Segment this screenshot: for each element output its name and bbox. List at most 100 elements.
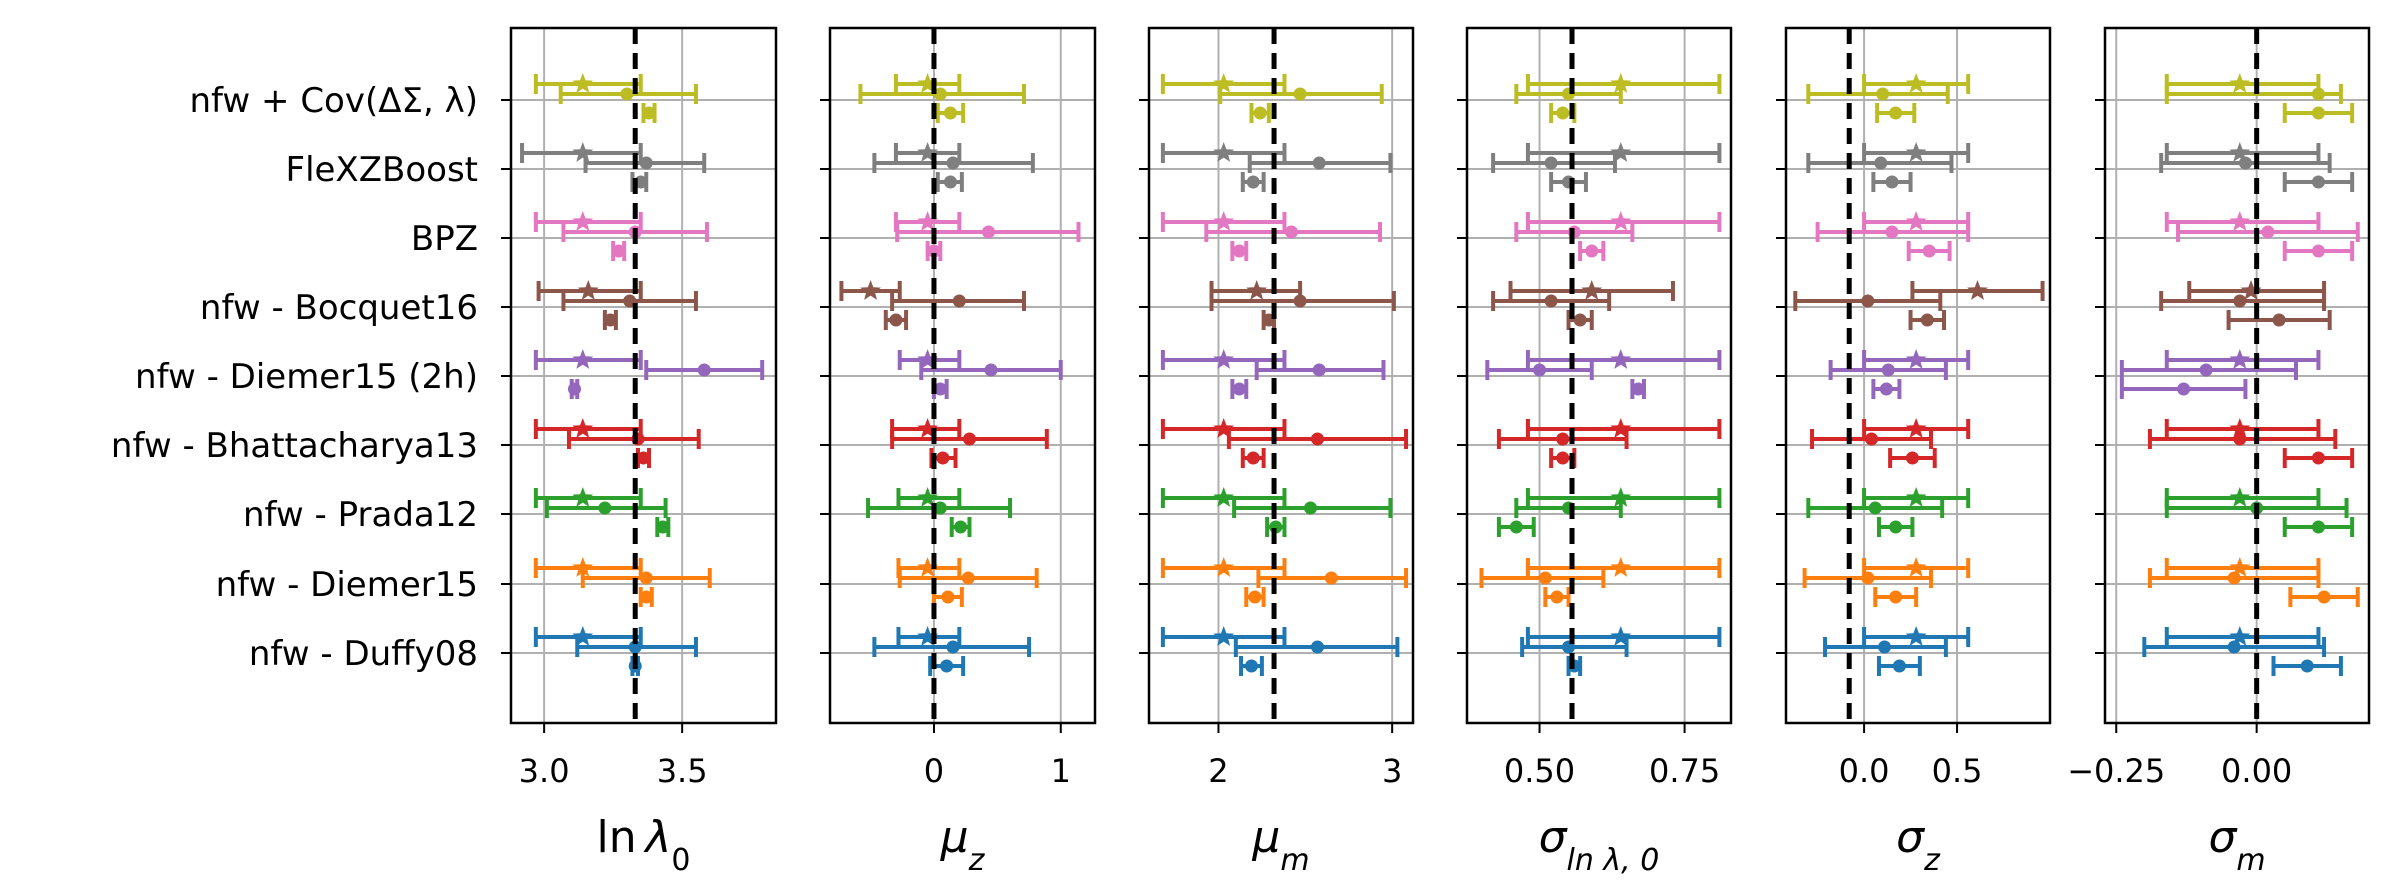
star-marker	[1581, 280, 1603, 300]
errorbar-nfw-bhattacharya13-reference-estimate	[1160, 418, 1287, 439]
errorbar-nfw-diemer15-estimate-narrow	[1873, 587, 1919, 607]
dot-marker	[603, 313, 617, 327]
dot-marker	[1868, 501, 1882, 515]
errorbar-nfw-diemer15-2h-estimate-narrow	[1630, 379, 1646, 399]
errorbar-bpz-estimate-wide	[1815, 222, 1971, 242]
errorbar-nfw-bocquet16-reference-estimate	[839, 280, 902, 301]
errorbar-nfw-bocquet16-estimate-wide	[2159, 291, 2327, 311]
errorbar-nfw-bhattacharya13-estimate-wide	[890, 429, 1049, 449]
star-marker	[1610, 557, 1632, 577]
dot-marker	[1885, 175, 1899, 189]
dot-marker	[1246, 175, 1260, 189]
dot-marker	[656, 520, 670, 534]
errorbar-flexzboost-reference-estimate	[520, 142, 643, 163]
errorbar-flexzboost-estimate-wide	[2159, 153, 2332, 173]
errorbar-nfw-bhattacharya13-reference-estimate	[1525, 418, 1722, 439]
dot-marker	[1905, 451, 1919, 465]
dot-marker	[1544, 156, 1558, 170]
errorbar-nfw-duffy08-estimate-narrow	[1239, 656, 1264, 676]
errorbar-nfw-cov-reference-estimate	[1862, 73, 1971, 94]
star-marker	[1610, 349, 1632, 369]
errorbar-bpz-estimate-narrow	[1906, 241, 1952, 261]
star-marker	[917, 487, 939, 507]
errorbar-nfw-prada12-reference-estimate	[1160, 487, 1287, 508]
errorbar-nfw-diemer15-estimate-narrow	[2288, 587, 2360, 607]
dot-marker	[1232, 244, 1246, 258]
errorbar-bpz-reference-estimate	[893, 211, 962, 232]
errorbar-nfw-duffy08-reference-estimate	[1862, 626, 1971, 647]
dot-marker	[1861, 294, 1875, 308]
row-label-nfw-prada12: nfw - Prada12	[243, 495, 478, 535]
dot-marker	[1874, 156, 1888, 170]
dot-marker	[1556, 451, 1570, 465]
errorbar-nfw-duffy08-estimate-wide	[2142, 637, 2327, 657]
dot-marker	[933, 501, 947, 515]
dot-marker	[1509, 520, 1523, 534]
errorbar-nfw-diemer15-reference-estimate	[896, 557, 962, 578]
errorbar-nfw-diemer15-2h-estimate-narrow	[2119, 379, 2248, 399]
dot-marker	[1889, 590, 1903, 604]
dot-marker	[936, 451, 950, 465]
star-marker	[860, 280, 881, 300]
errorbar-nfw-bocquet16-estimate-narrow	[1908, 310, 1947, 330]
errorbar-nfw-diemer15-2h-reference-estimate	[533, 349, 643, 370]
errorbar-nfw-cov-estimate-wide	[558, 84, 698, 104]
star-marker	[1905, 73, 1927, 93]
star-marker	[917, 211, 939, 231]
errorbar-nfw-prada12-estimate-wide	[1806, 498, 1945, 518]
errorbar-nfw-bocquet16-estimate-narrow	[2226, 310, 2332, 330]
dot-marker	[2227, 571, 2241, 585]
dot-marker	[943, 175, 957, 189]
errorbar-bpz-estimate-narrow	[925, 241, 943, 261]
dot-marker	[1310, 640, 1324, 654]
errorbar-nfw-diemer15-2h-estimate-narrow	[567, 379, 581, 399]
errorbar-nfw-diemer15-reference-estimate	[533, 557, 643, 578]
star-marker	[1213, 211, 1235, 231]
dot-marker	[2238, 156, 2252, 170]
errorbar-nfw-duffy08-estimate-wide	[872, 637, 1032, 657]
errorbar-nfw-diemer15-2h-estimate-wide	[1254, 360, 1386, 380]
errorbar-nfw-cov-estimate-wide	[1218, 84, 1384, 104]
dot-marker	[889, 313, 903, 327]
panel-4: 0.50 0.75 σln λ, 0	[1457, 26, 1733, 878]
errorbar-flexzboost-estimate-wide	[1491, 153, 1617, 173]
row-label-nfw-bhattacharya13: nfw - Bhattacharya13	[111, 426, 478, 466]
dot-marker	[2311, 520, 2325, 534]
errorbar-bpz-reference-estimate	[1862, 211, 1971, 232]
dot-marker	[1246, 451, 1260, 465]
dot-marker	[642, 106, 656, 120]
star-marker	[1905, 418, 1927, 438]
errorbar-nfw-duffy08-estimate-narrow	[1876, 656, 1922, 676]
x-axis-title: ln λ0	[596, 812, 690, 878]
errorbar-nfw-diemer15-reference-estimate	[1525, 557, 1722, 578]
errorbar-nfw-diemer15-2h-estimate-wide	[644, 360, 765, 380]
star-marker	[917, 557, 939, 577]
errorbar-bpz-reference-estimate	[2164, 211, 2321, 232]
errorbar-nfw-duffy08-reference-estimate	[2164, 626, 2321, 647]
errorbar-bpz-estimate-wide	[2176, 222, 2360, 242]
dot-marker	[639, 590, 653, 604]
errorbar-flexzboost-estimate-wide	[583, 153, 707, 173]
errorbar-nfw-bocquet16-estimate-wide	[1209, 291, 1396, 311]
errorbar-flexzboost-reference-estimate	[893, 142, 962, 163]
dot-marker	[1284, 225, 1298, 239]
dot-marker	[1889, 520, 1903, 534]
star-marker	[577, 280, 599, 300]
errorbar-bpz-reference-estimate	[1160, 211, 1287, 232]
dot-marker	[1556, 106, 1570, 120]
errorbar-nfw-prada12-estimate-wide	[866, 498, 1013, 518]
star-marker	[572, 73, 594, 93]
star-marker	[1213, 73, 1235, 93]
dot-marker	[940, 659, 954, 673]
errorbar-flexzboost-reference-estimate	[1525, 142, 1722, 163]
errorbar-nfw-prada12-estimate-narrow	[1496, 517, 1536, 537]
errorbar-nfw-diemer15-2h-reference-estimate	[1160, 349, 1287, 370]
errorbar-bpz-estimate-wide	[895, 222, 1081, 242]
star-marker	[917, 418, 939, 438]
dot-marker	[941, 590, 955, 604]
errorbar-bpz-estimate-narrow	[1578, 241, 1606, 261]
dot-marker	[2317, 590, 2331, 604]
dot-marker	[598, 501, 612, 515]
errorbar-nfw-cov-estimate-wide	[1514, 84, 1623, 104]
errorbar-nfw-cov-reference-estimate	[1525, 73, 1722, 94]
